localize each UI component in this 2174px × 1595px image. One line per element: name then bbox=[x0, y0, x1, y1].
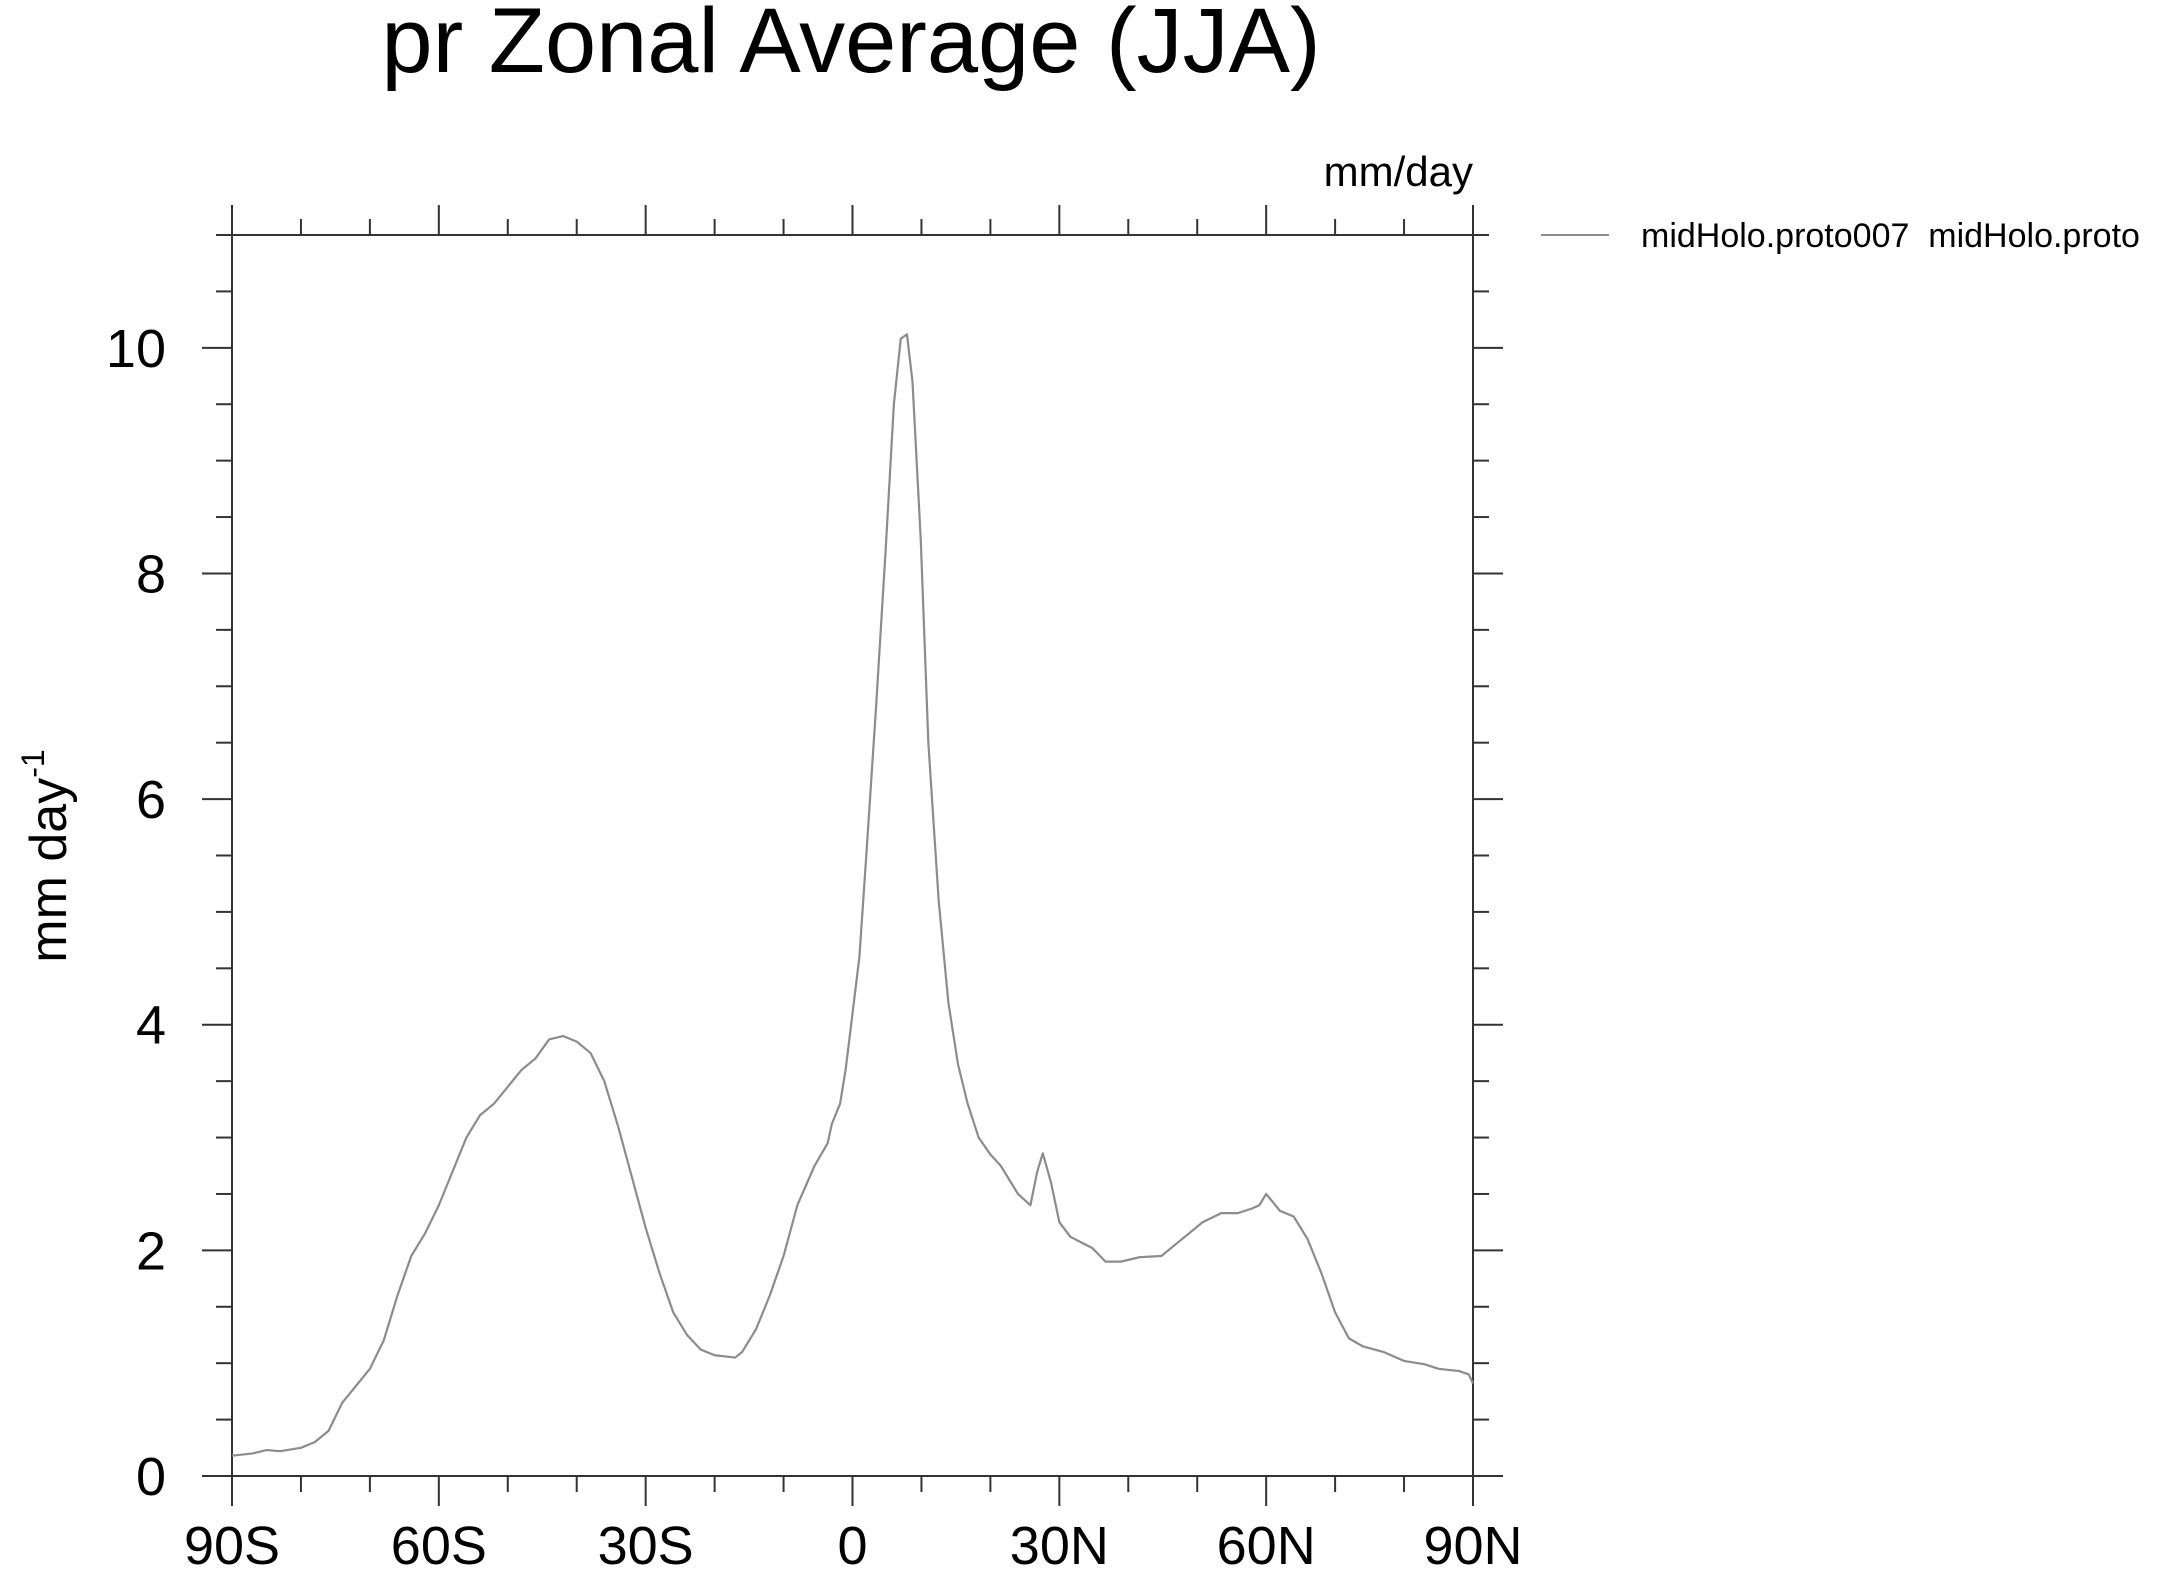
x-tick-label: 30N bbox=[1010, 1516, 1109, 1576]
plot-frame bbox=[231, 234, 1474, 1477]
x-tick-label: 60N bbox=[1217, 1516, 1316, 1576]
x-tick-label: 0 bbox=[837, 1516, 867, 1576]
y-axis-label-superscript: -1 bbox=[15, 749, 51, 777]
y-tick-label: 8 bbox=[136, 544, 166, 604]
y-tick-label: 10 bbox=[106, 319, 166, 379]
data-line bbox=[231, 333, 1474, 1457]
legend-label: midHolo.proto007 midHolo.proto bbox=[1641, 217, 2140, 255]
y-tick-label: 0 bbox=[136, 1447, 166, 1507]
y-axis-label-text: mm day bbox=[20, 778, 78, 963]
x-tick-label: 30S bbox=[598, 1516, 694, 1576]
y-tick-label: 4 bbox=[136, 996, 166, 1056]
x-tick-label: 60S bbox=[391, 1516, 487, 1576]
x-tick-label: 90N bbox=[1423, 1516, 1522, 1576]
units-label: mm/day bbox=[1324, 148, 1473, 195]
x-tick-label: 90S bbox=[184, 1516, 280, 1576]
chart-title: pr Zonal Average (JJA) bbox=[381, 0, 1320, 92]
y-axis-label: mm day-1 bbox=[15, 749, 78, 962]
y-tick-label: 2 bbox=[136, 1221, 166, 1281]
y-tick-label: 6 bbox=[136, 770, 166, 830]
